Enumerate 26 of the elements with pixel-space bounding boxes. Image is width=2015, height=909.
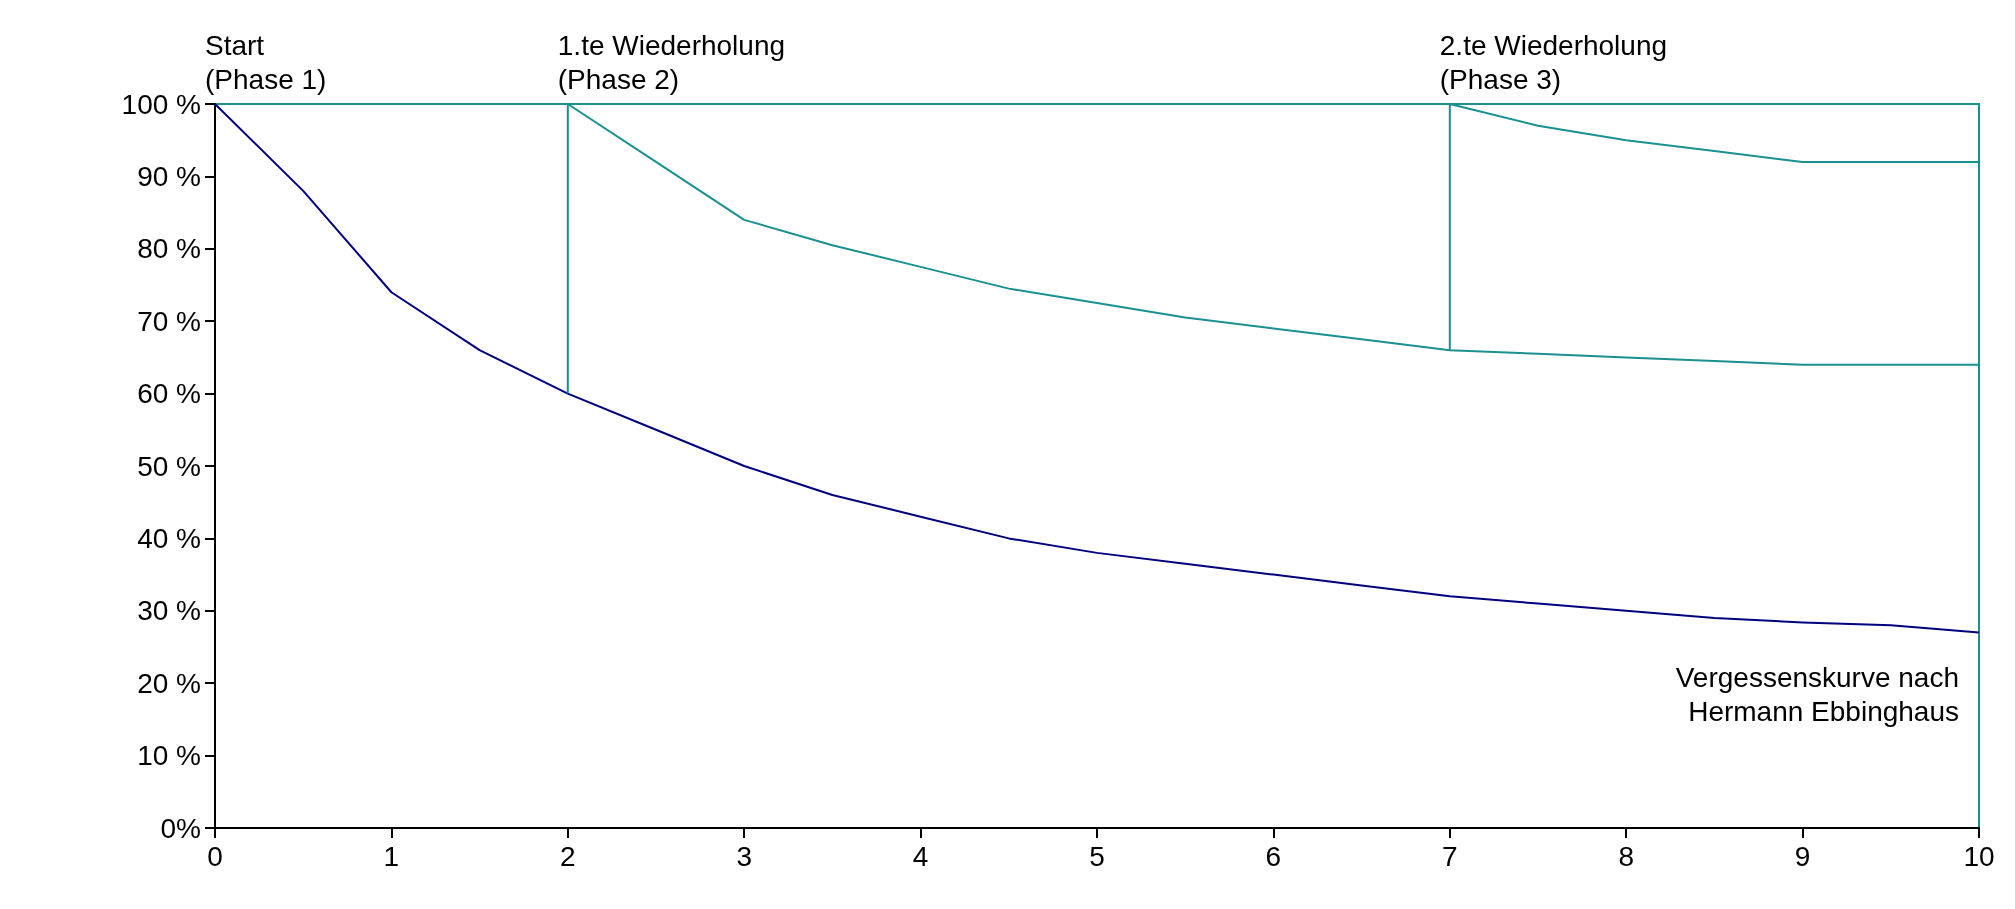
y-tick-label: 30 % [137, 595, 201, 627]
y-tick-label: 40 % [137, 522, 201, 554]
x-tick-label: 1 [383, 840, 400, 872]
annotation: Start (Phase 1) [205, 29, 327, 95]
x-tick-label: 5 [1089, 840, 1105, 872]
x-tick-label: 0 [207, 840, 223, 872]
x-tick-label: 9 [1794, 840, 1811, 872]
annotation: 1.te Wiederholung (Phase 2) [557, 29, 786, 95]
x-tick-label: 7 [1442, 840, 1458, 872]
y-tick-label: 10 % [137, 740, 201, 772]
y-tick-label: 80 % [137, 233, 201, 265]
y-tick-label: 0% [160, 812, 201, 844]
y-tick-label: 20 % [137, 667, 201, 699]
y-tick-label: 50 % [137, 450, 201, 482]
y-tick-label: 70 % [137, 305, 201, 337]
annotation: 2.te Wiederholung (Phase 3) [1439, 29, 1668, 95]
y-tick-label: 90 % [137, 160, 201, 192]
x-tick-label: 3 [736, 840, 752, 872]
x-tick-label: 2 [560, 840, 576, 872]
x-tick-label: 8 [1618, 840, 1634, 872]
x-tick-label: 4 [912, 840, 929, 872]
x-tick-label: 10 [1963, 840, 1995, 872]
y-tick-label: 60 % [137, 378, 201, 410]
y-tick-label: 100 % [121, 88, 201, 120]
annotation: Vergessenskurve nach Hermann Ebbinghaus [1675, 662, 1959, 728]
x-tick-label: 6 [1265, 840, 1282, 872]
